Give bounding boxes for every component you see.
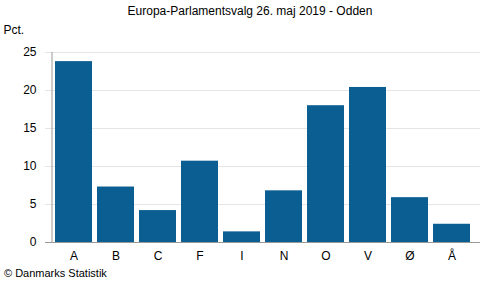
svg-text:Å: Å	[448, 248, 456, 263]
svg-text:C: C	[154, 249, 163, 263]
svg-text:15: 15	[23, 121, 37, 135]
html-text:Europa-Parlamentsvalg 26. maj: Europa-Parlamentsvalg 26. maj 2019 - Odd…	[127, 4, 373, 18]
svg-text:0: 0	[30, 235, 37, 249]
svg-text:O: O	[321, 249, 330, 263]
svg-text:V: V	[364, 249, 372, 263]
svg-text:A: A	[70, 249, 78, 263]
svg-text:Pct.: Pct.	[4, 23, 25, 37]
svg-text:5: 5	[30, 197, 37, 211]
html-text:© Danmarks Statistik: © Danmarks Statistik	[4, 267, 107, 279]
svg-text:20: 20	[23, 83, 37, 97]
svg-text:F: F	[196, 249, 203, 263]
svg-text:25: 25	[23, 45, 37, 59]
svg-text:10: 10	[23, 159, 37, 173]
svg-text:Ø: Ø	[405, 249, 414, 263]
svg-text:I: I	[240, 249, 243, 263]
svg-text:N: N	[280, 249, 289, 263]
svg-text:B: B	[112, 249, 120, 263]
